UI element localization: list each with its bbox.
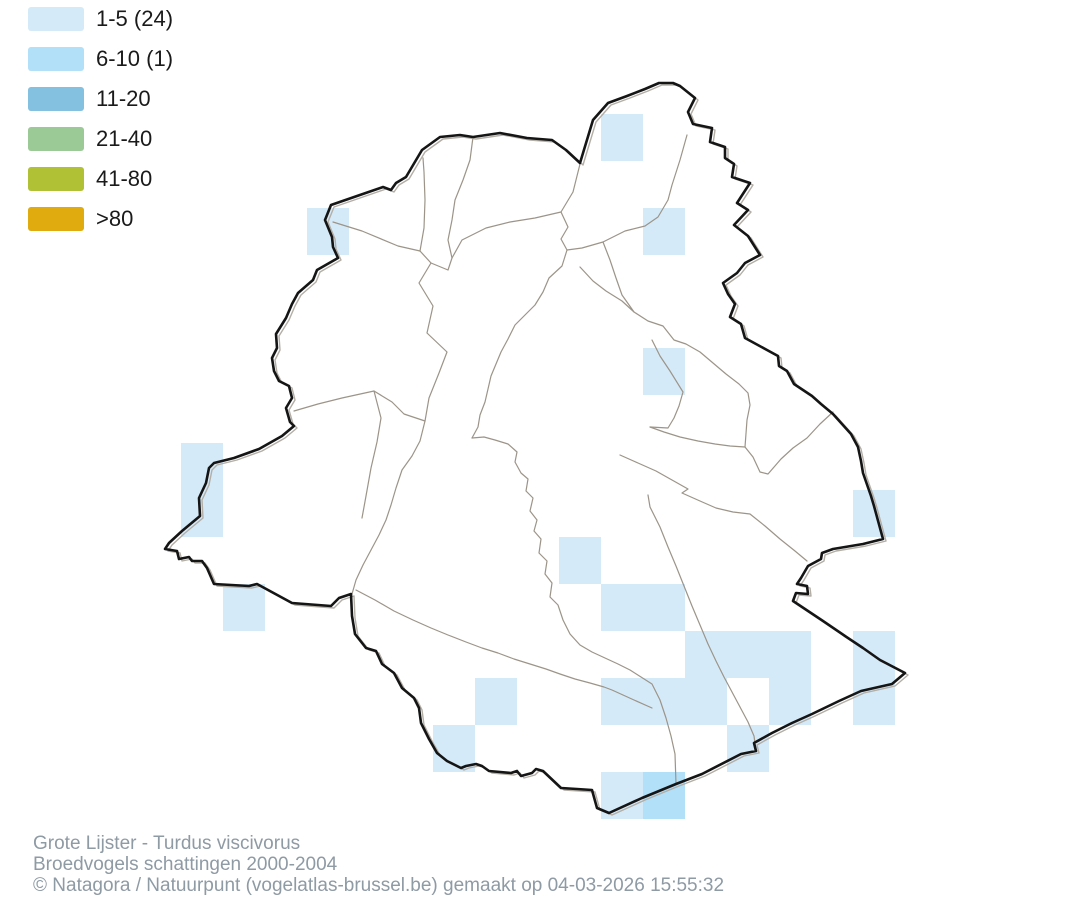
- legend-label: 1-5 (24): [96, 6, 174, 31]
- grid-cell: [643, 348, 685, 395]
- legend-swatch: [28, 167, 84, 191]
- legend-swatch: [28, 207, 84, 231]
- dataset-subtitle: Broedvogels schattingen 2000-2004: [33, 854, 338, 875]
- grid-cell: [685, 678, 727, 725]
- legend-swatch: [28, 87, 84, 111]
- region-outline-group: [163, 81, 909, 816]
- grid-cell: [643, 208, 685, 255]
- grid-cell: [223, 584, 265, 631]
- legend-item: 11-20: [28, 86, 173, 111]
- legend-swatch: [28, 127, 84, 151]
- grid-cell: [643, 584, 685, 631]
- legend-item: 1-5 (24): [28, 6, 174, 31]
- map-footer: Grote Lijster - Turdus viscivorus Broedv…: [33, 833, 724, 896]
- grid-cell: [475, 678, 517, 725]
- legend-label: >80: [96, 206, 134, 231]
- grid-cell: [559, 537, 601, 584]
- legend-item: 41-80: [28, 166, 173, 191]
- grid-cell: [601, 114, 643, 161]
- municipal-boundaries: [293, 134, 834, 785]
- legend-swatch: [28, 7, 84, 31]
- grid-cell: [181, 490, 223, 537]
- copyright-line: © Natagora / Natuurpunt (vogelatlas-brus…: [33, 875, 725, 896]
- species-title: Grote Lijster - Turdus viscivorus: [33, 833, 301, 854]
- grid-cell: [643, 678, 685, 725]
- region-outline: [163, 81, 907, 815]
- legend-label: 21-40: [96, 126, 153, 151]
- legend-label: 41-80: [96, 166, 153, 191]
- legend-label: 6-10 (1): [96, 46, 174, 71]
- legend-swatch: [28, 47, 84, 71]
- grid-cell: [601, 584, 643, 631]
- legend: 1-5 (24) 6-10 (1) 11-20 21-40 41-80 >80: [28, 6, 174, 247]
- grid-cell: [727, 631, 769, 678]
- legend-item: 21-40: [28, 126, 173, 151]
- legend-label: 11-20: [96, 86, 151, 111]
- grid-cells: [181, 114, 895, 819]
- grid-cell: [769, 631, 811, 678]
- grid-cell: [727, 725, 769, 772]
- legend-item: >80: [28, 206, 173, 231]
- grid-cell: [181, 443, 223, 490]
- legend-item: 6-10 (1): [28, 46, 174, 71]
